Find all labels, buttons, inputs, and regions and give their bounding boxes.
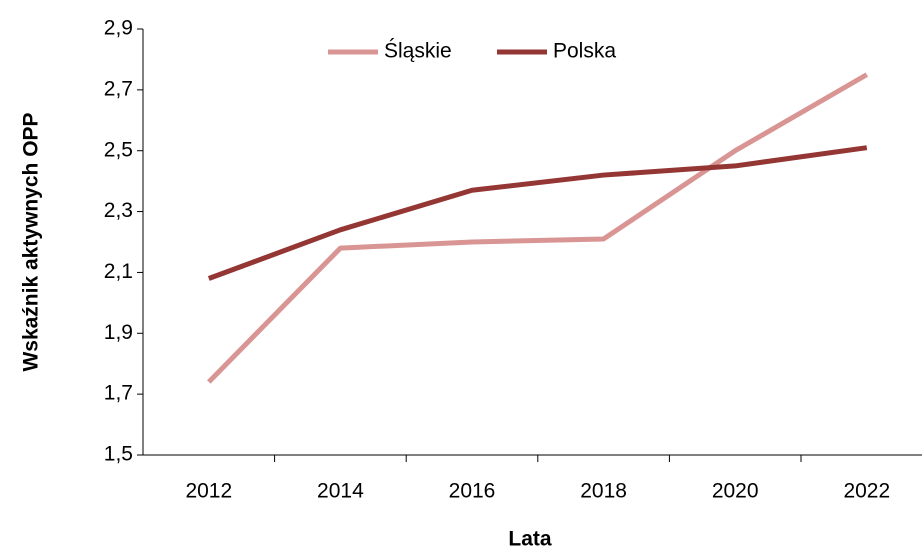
x-axis-label: Lata [508, 528, 552, 551]
y-tick-label: 2,7 [104, 77, 133, 100]
y-tick-label: 1,9 [104, 321, 133, 344]
y-tick-label: 2,9 [104, 17, 133, 40]
y-tick-label: 1,7 [104, 382, 133, 405]
x-tick-label: 2022 [843, 480, 890, 503]
legend-label: Polska [553, 40, 616, 63]
y-tick-label: 2,3 [104, 199, 133, 222]
legend-label: Śląskie [384, 39, 452, 63]
y-tick-label: 2,5 [104, 138, 133, 161]
y-tick-label: 2,1 [104, 260, 133, 283]
y-axis-label: Wskaźnik aktywnych OPP [20, 112, 43, 371]
x-tick-label: 2020 [712, 480, 759, 503]
x-tick-label: 2018 [580, 480, 627, 503]
y-tick-label: 1,5 [104, 443, 133, 466]
x-tick-label: 2012 [185, 480, 232, 503]
series-line [207, 72, 869, 384]
series-line [207, 145, 868, 281]
x-tick-label: 2014 [317, 480, 364, 503]
x-tick-label: 2016 [449, 480, 496, 503]
